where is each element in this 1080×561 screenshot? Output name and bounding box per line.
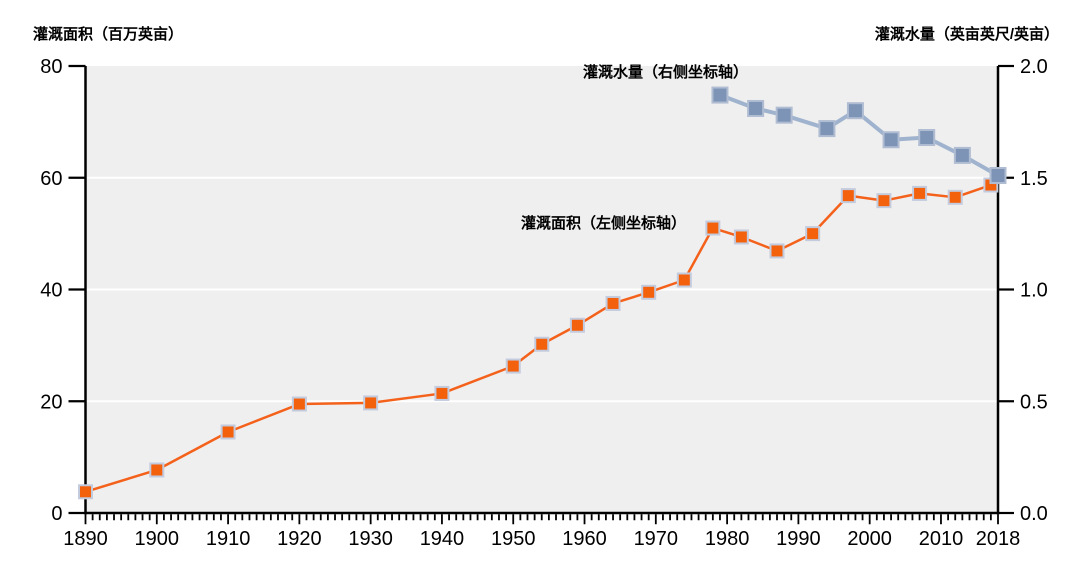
x-axis-tick-label: 2018 bbox=[976, 528, 1021, 550]
water-data-point bbox=[953, 146, 971, 164]
area-data-point bbox=[149, 462, 165, 478]
left-axis-tick-label: 20 bbox=[40, 391, 62, 413]
area-data-point bbox=[220, 424, 236, 440]
water-data-point bbox=[882, 131, 900, 149]
x-axis-tick-label: 1890 bbox=[63, 528, 108, 550]
area-data-point bbox=[876, 193, 892, 209]
x-axis-tick-label: 1960 bbox=[562, 528, 607, 550]
area-series-label: 灌溉面积（左侧坐标轴） bbox=[521, 214, 686, 232]
water-data-point bbox=[775, 106, 793, 124]
x-axis-tick-label: 1900 bbox=[135, 528, 180, 550]
left-axis-tick-label: 80 bbox=[40, 56, 62, 78]
water-data-point bbox=[918, 129, 936, 147]
area-data-point bbox=[363, 395, 379, 411]
water-data-point bbox=[747, 99, 765, 117]
left-axis-tick-label: 40 bbox=[40, 280, 62, 302]
x-axis-tick-label: 1930 bbox=[348, 528, 393, 550]
x-axis-tick-label: 1950 bbox=[491, 528, 536, 550]
left-axis-title: 灌溉面积（百万英亩） bbox=[33, 25, 183, 43]
x-axis-tick-label: 1980 bbox=[705, 528, 750, 550]
left-axis-tick-label: 60 bbox=[40, 168, 62, 190]
x-axis-tick-label: 1910 bbox=[206, 528, 251, 550]
left-axis-tick-label: 0 bbox=[51, 503, 62, 525]
water-series-label: 灌溉水量（右侧坐标轴） bbox=[583, 63, 748, 81]
right-axis-tick-label: 1.5 bbox=[1020, 168, 1048, 190]
water-data-point bbox=[846, 102, 864, 120]
area-data-point bbox=[78, 484, 93, 500]
area-data-point bbox=[534, 336, 550, 352]
right-axis-tick-label: 2.0 bbox=[1020, 56, 1048, 78]
area-data-point bbox=[641, 284, 657, 300]
water-data-point bbox=[711, 86, 729, 104]
area-data-point bbox=[605, 295, 621, 311]
x-axis-tick-label: 2000 bbox=[847, 528, 892, 550]
area-data-point bbox=[769, 243, 785, 259]
area-data-point bbox=[569, 317, 585, 333]
x-axis-tick-label: 1970 bbox=[634, 528, 679, 550]
water-data-point bbox=[989, 167, 1007, 185]
right-axis-tick-label: 0.0 bbox=[1020, 503, 1048, 525]
area-data-point bbox=[676, 272, 692, 288]
area-data-point bbox=[947, 189, 963, 205]
area-data-point bbox=[840, 188, 856, 204]
area-data-point bbox=[912, 185, 928, 201]
right-axis-tick-label: 1.0 bbox=[1020, 280, 1048, 302]
area-data-point bbox=[505, 358, 521, 374]
area-data-point bbox=[291, 396, 307, 412]
water-data-point bbox=[818, 120, 836, 138]
area-data-point bbox=[705, 220, 721, 236]
x-axis-tick-label: 2010 bbox=[919, 528, 964, 550]
x-axis-tick-label: 1940 bbox=[420, 528, 465, 550]
x-axis-tick-label: 1990 bbox=[776, 528, 821, 550]
area-data-point bbox=[733, 229, 749, 245]
area-data-point bbox=[434, 385, 450, 401]
area-data-point bbox=[805, 226, 821, 242]
x-axis-tick-label: 1920 bbox=[277, 528, 322, 550]
right-axis-tick-label: 0.5 bbox=[1020, 391, 1048, 413]
plot-layer: 0 20 40 60 80 0.0 0.5 1.0 1.5 2.0 1890 1900 1910 1920… bbox=[40, 56, 1048, 550]
right-axis-title: 灌溉水量（英亩英尺/英亩） bbox=[875, 25, 1059, 43]
